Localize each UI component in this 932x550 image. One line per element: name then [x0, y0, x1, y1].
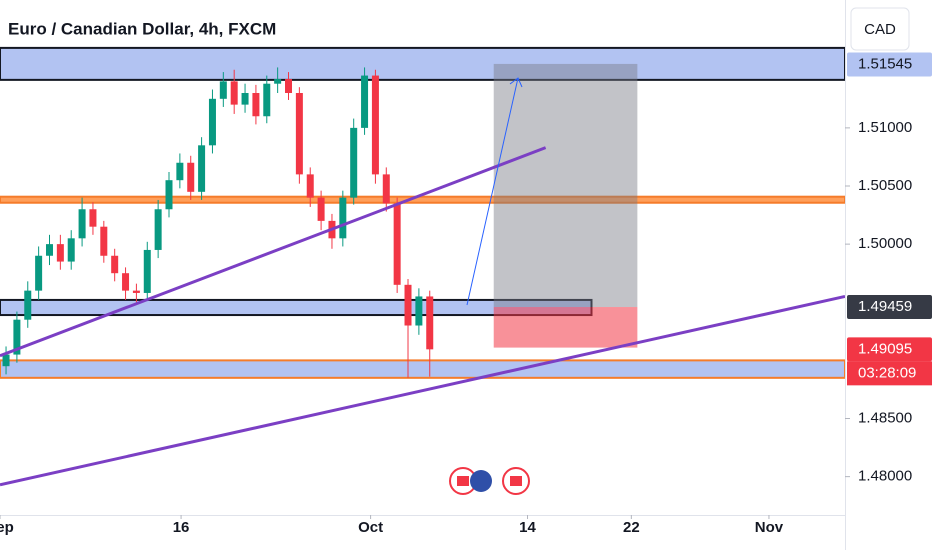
candle-body [393, 203, 401, 285]
candle-body [89, 209, 97, 227]
candle-body [56, 244, 64, 262]
candle-body [371, 75, 379, 175]
candle-body [274, 79, 282, 84]
zone [0, 359, 846, 379]
candle-body [13, 319, 21, 355]
plot-area [0, 46, 846, 487]
candle-body [78, 209, 86, 239]
candle-body [219, 81, 227, 99]
candle-body [415, 296, 423, 326]
candle-body [361, 75, 369, 128]
x-tick-label: 16 [173, 519, 190, 536]
eu-flag[interactable] [470, 470, 492, 492]
currency-box[interactable] [850, 7, 910, 51]
candle-body [100, 226, 108, 256]
candle-body [67, 238, 75, 262]
countdown-bg [847, 361, 932, 386]
candle-body [132, 290, 140, 293]
price-label-bg [847, 295, 932, 320]
currency[interactable]: CAD [864, 21, 896, 38]
y-tick-label: 1.48000 [858, 468, 912, 485]
candle-body [252, 93, 260, 117]
zone [0, 46, 846, 81]
candle-body [350, 127, 358, 198]
trendline [0, 294, 846, 487]
candle-body [111, 255, 119, 274]
target-box [493, 63, 638, 308]
candle-body [2, 354, 10, 367]
y-tick-label: 1.51000 [858, 119, 912, 136]
candle-body [208, 98, 216, 146]
ca-flag [510, 476, 522, 486]
candle-body [45, 244, 53, 256]
projection-arrow [466, 77, 523, 306]
countdown: 03:28:09 [858, 364, 916, 381]
candle-body [24, 290, 32, 320]
candle-body [35, 255, 43, 291]
candle-body [404, 284, 412, 326]
candle-body [154, 209, 162, 250]
trendline [0, 146, 547, 358]
candle-body [426, 296, 434, 350]
candle-body [382, 174, 390, 204]
event-icons [449, 467, 530, 495]
candle-body [143, 249, 151, 293]
candle-body [317, 197, 325, 221]
y-tick-label: 1.50500 [858, 177, 912, 194]
x-tick-label: Oct [358, 519, 383, 536]
price-label: 1.49095 [858, 340, 912, 357]
candle-body [176, 162, 184, 181]
candle-body [241, 93, 249, 105]
price-label: 1.51545 [858, 55, 912, 72]
candle-body [285, 79, 293, 94]
candle-body [122, 273, 130, 291]
zone [0, 195, 846, 204]
candle-body [306, 174, 314, 198]
candle-body [339, 197, 347, 239]
price-label-bg [847, 337, 932, 362]
candle-body [295, 93, 303, 175]
price-label: 1.49459 [858, 298, 912, 315]
stop-box [493, 307, 638, 348]
candle-body [187, 162, 195, 192]
x-tick-label: 14 [519, 519, 536, 536]
candle-body [263, 83, 271, 117]
candle-body [198, 145, 206, 192]
candle-body [165, 180, 173, 210]
chart-title: Euro / Canadian Dollar, 4h, FXCM [8, 19, 276, 38]
x-tick-label: 22 [623, 519, 640, 536]
y-tick-label: 1.48500 [858, 409, 912, 426]
ca-flag [457, 476, 469, 486]
candle-body [230, 81, 238, 105]
x-tick-label: Sep [0, 519, 14, 536]
y-tick-label: 1.50000 [858, 235, 912, 252]
price-label-bg [847, 52, 932, 77]
x-tick-label: Nov [755, 519, 784, 536]
